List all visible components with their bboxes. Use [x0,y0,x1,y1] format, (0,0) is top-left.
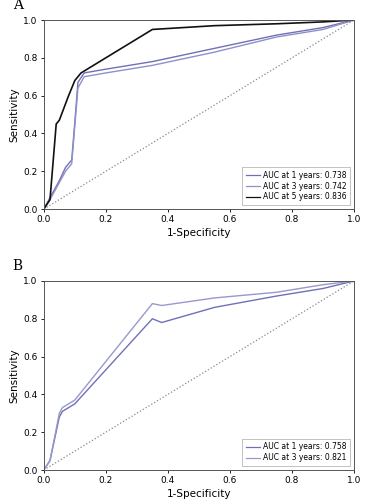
Y-axis label: Sensitivity: Sensitivity [9,87,19,142]
Legend: AUC at 1 years: 0.758, AUC at 3 years: 0.821: AUC at 1 years: 0.758, AUC at 3 years: 0… [242,438,350,466]
Text: A: A [13,0,23,12]
X-axis label: 1-Specificity: 1-Specificity [167,490,231,500]
X-axis label: 1-Specificity: 1-Specificity [167,228,231,238]
Legend: AUC at 1 years: 0.738, AUC at 3 years: 0.742, AUC at 5 years: 0.836: AUC at 1 years: 0.738, AUC at 3 years: 0… [242,167,350,205]
Y-axis label: Sensitivity: Sensitivity [9,348,19,403]
Text: B: B [13,260,23,274]
